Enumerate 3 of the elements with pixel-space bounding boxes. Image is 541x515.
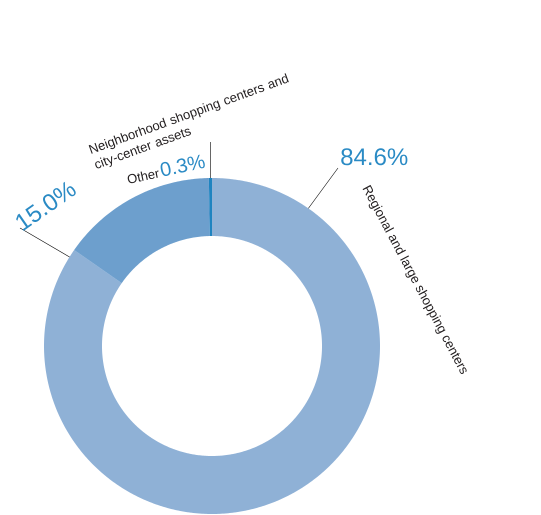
slice-label: Other: [128, 170, 159, 184]
data-label: 0.3%: [160, 154, 205, 176]
data-label: 84.6%: [341, 148, 408, 166]
